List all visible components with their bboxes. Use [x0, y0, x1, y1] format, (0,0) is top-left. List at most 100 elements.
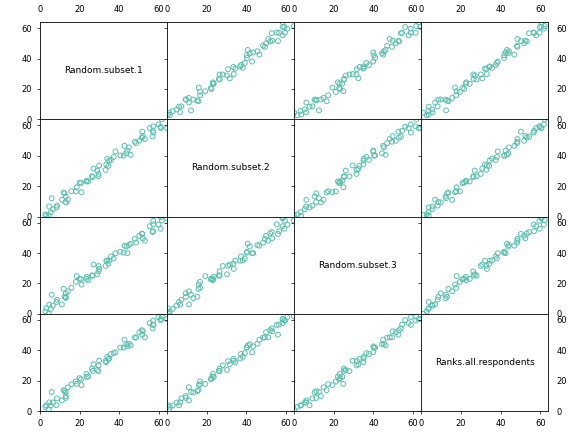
Point — [493, 148, 502, 155]
Point — [431, 196, 440, 203]
Point — [63, 196, 73, 203]
Point — [422, 112, 431, 119]
Point — [289, 109, 299, 116]
Point — [264, 35, 273, 42]
Point — [208, 275, 218, 282]
Point — [480, 257, 489, 264]
Point — [335, 376, 344, 383]
Point — [126, 342, 135, 349]
Point — [59, 286, 68, 293]
Point — [61, 198, 70, 206]
Point — [452, 188, 461, 195]
Point — [168, 305, 178, 312]
Point — [319, 95, 328, 102]
Point — [331, 88, 340, 95]
Point — [406, 313, 415, 320]
Point — [104, 157, 114, 164]
Point — [424, 209, 433, 216]
Point — [275, 321, 284, 328]
Point — [61, 290, 70, 297]
Point — [189, 294, 198, 301]
Point — [414, 316, 423, 323]
Point — [296, 209, 305, 216]
Point — [504, 243, 513, 250]
Point — [103, 155, 112, 162]
Point — [61, 394, 70, 401]
Point — [215, 368, 224, 375]
Point — [337, 177, 347, 184]
Point — [75, 179, 84, 186]
Point — [194, 98, 203, 105]
Point — [77, 376, 86, 383]
Point — [513, 235, 522, 242]
Point — [93, 271, 102, 278]
Point — [168, 402, 178, 409]
Point — [94, 362, 103, 369]
Point — [67, 188, 76, 195]
Point — [335, 85, 344, 92]
Point — [379, 144, 388, 151]
Point — [396, 133, 405, 140]
Point — [207, 375, 216, 382]
Point — [512, 140, 521, 147]
Point — [407, 321, 416, 328]
Point — [532, 223, 541, 230]
Point — [359, 155, 368, 162]
Point — [231, 65, 240, 72]
Point — [47, 291, 56, 298]
Point — [478, 261, 487, 268]
Point — [532, 32, 541, 39]
Point — [448, 196, 457, 203]
Point — [94, 263, 103, 270]
Point — [229, 355, 238, 362]
Point — [335, 375, 344, 382]
Point — [391, 137, 400, 144]
Point — [455, 188, 464, 195]
Point — [300, 399, 309, 406]
Point — [529, 29, 538, 36]
Point — [57, 397, 66, 404]
Point — [123, 147, 132, 154]
Point — [492, 59, 501, 66]
Point — [488, 155, 497, 162]
Point — [302, 397, 311, 404]
Point — [145, 320, 154, 327]
Point — [381, 342, 390, 349]
Point — [177, 395, 186, 402]
Point — [412, 116, 421, 123]
Point — [469, 71, 478, 78]
Point — [293, 112, 302, 119]
Point — [253, 340, 262, 347]
Point — [395, 327, 404, 334]
Point — [88, 173, 97, 180]
Point — [289, 313, 299, 320]
Point — [95, 265, 104, 272]
Point — [371, 54, 380, 61]
Point — [63, 288, 73, 295]
Point — [461, 80, 471, 87]
Point — [302, 99, 311, 106]
Point — [492, 153, 501, 160]
Point — [280, 317, 289, 324]
Point — [529, 221, 538, 228]
Point — [248, 343, 258, 350]
Point — [312, 96, 321, 103]
Point — [500, 152, 509, 159]
Point — [355, 355, 364, 362]
Point — [157, 313, 166, 320]
Point — [411, 29, 420, 36]
Point — [44, 212, 53, 219]
Point — [259, 334, 268, 341]
Point — [223, 65, 232, 72]
Point — [104, 355, 114, 362]
Text: Random.subset.2: Random.subset.2 — [191, 164, 270, 172]
Point — [77, 281, 86, 288]
Point — [242, 249, 251, 256]
Point — [424, 103, 433, 110]
Point — [335, 179, 344, 187]
Point — [88, 367, 97, 374]
Point — [293, 403, 302, 410]
Point — [424, 305, 433, 312]
Point — [289, 212, 299, 219]
Point — [354, 165, 363, 172]
